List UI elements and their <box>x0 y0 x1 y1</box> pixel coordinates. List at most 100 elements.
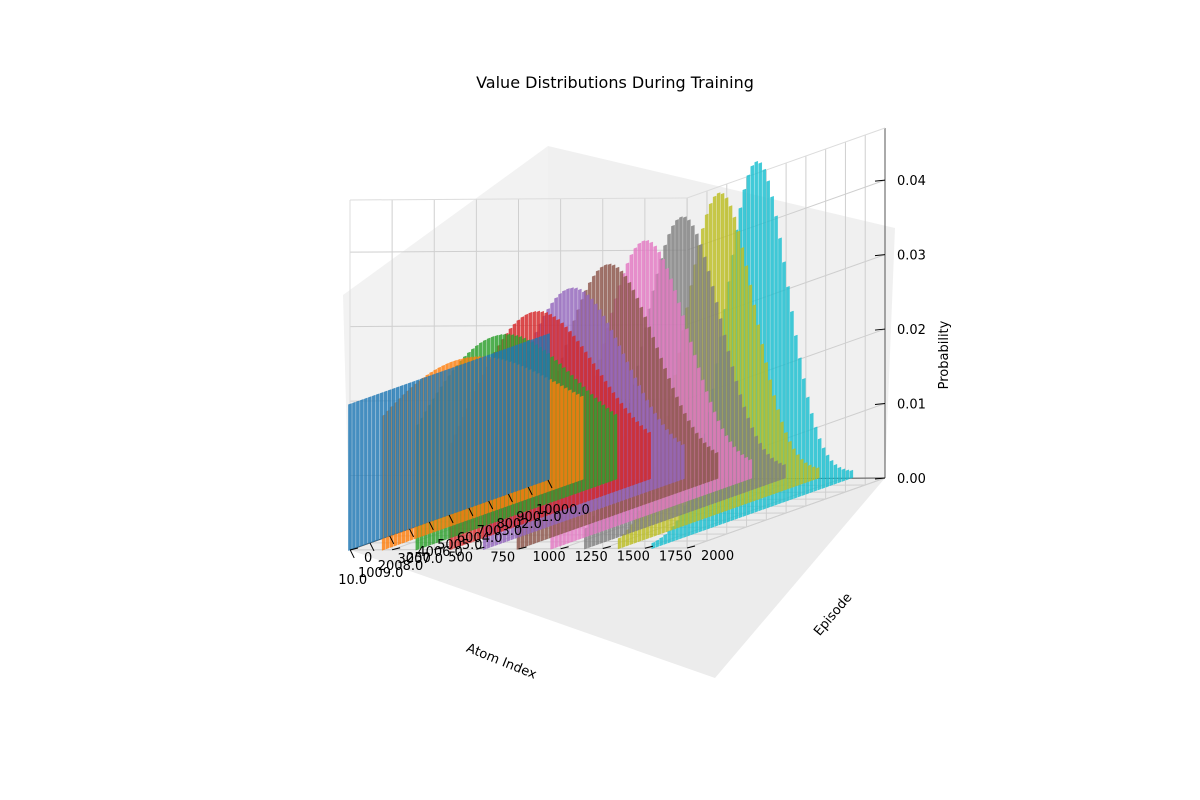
bar <box>647 431 651 481</box>
y-tick-label: 0 <box>364 551 372 566</box>
bar <box>736 450 741 484</box>
z-tick-mark <box>874 179 886 182</box>
y-tick-mark <box>644 545 653 549</box>
x-tick-label: 7003.0 <box>477 524 523 539</box>
y-tick-label: 1750 <box>659 549 692 564</box>
bar <box>796 454 800 487</box>
x-axis-label: Atom Index <box>464 641 539 683</box>
bar <box>762 448 766 487</box>
bar <box>478 357 483 505</box>
y-tick-label: 750 <box>490 550 515 565</box>
bar <box>732 446 737 486</box>
bar <box>657 418 661 489</box>
bar <box>391 387 396 536</box>
y-axis-label: Episode <box>811 590 855 639</box>
bar <box>467 361 471 509</box>
bar <box>423 376 427 525</box>
bar <box>605 407 610 484</box>
x-tick-mark <box>428 521 434 531</box>
bar <box>518 343 523 491</box>
bar <box>780 421 784 492</box>
grid-line-z-back <box>686 477 886 549</box>
bar <box>463 362 467 511</box>
z-tick-mark <box>874 254 886 257</box>
bar <box>706 446 711 483</box>
bar <box>576 393 580 483</box>
bar <box>556 383 560 490</box>
x-tick-mark <box>547 479 553 489</box>
y-tick-label: 2000 <box>701 549 734 564</box>
bar <box>792 448 796 488</box>
bar <box>526 340 530 488</box>
bar <box>560 385 564 488</box>
x-tick-label: 5005.0 <box>437 538 483 553</box>
bar <box>758 442 762 488</box>
bar <box>399 385 404 533</box>
bar <box>623 407 628 489</box>
bar <box>407 382 412 530</box>
bar <box>435 372 439 521</box>
bar <box>474 358 479 507</box>
bar <box>383 390 388 539</box>
bar <box>710 449 715 482</box>
bar <box>534 337 538 486</box>
bar <box>538 336 542 484</box>
x-tick-label: 1009.0 <box>358 566 404 581</box>
x-tick-label: 2008.0 <box>378 559 424 574</box>
bar <box>663 533 667 545</box>
bar <box>778 462 782 481</box>
bar <box>372 394 376 543</box>
bar <box>841 468 846 482</box>
bar <box>593 397 598 488</box>
bar <box>498 350 503 498</box>
pane-edge-top <box>349 197 688 201</box>
x-tick-mark <box>507 493 513 503</box>
x-tick-mark <box>468 507 474 517</box>
y-tick-mark <box>392 547 401 551</box>
axis-ticks: 10.01009.02008.03007.04006.05005.06004.0… <box>338 174 926 588</box>
y-tick-mark <box>686 545 696 549</box>
y-tick-mark <box>476 546 485 550</box>
bar <box>803 462 808 484</box>
pane-edge-top-back <box>686 127 886 199</box>
bar <box>609 410 614 482</box>
bar <box>635 421 639 485</box>
bar <box>447 368 451 516</box>
bar <box>691 426 695 489</box>
bar <box>514 344 519 493</box>
bar <box>471 359 475 508</box>
bar <box>845 469 850 481</box>
bar <box>667 530 671 544</box>
bar <box>427 375 431 523</box>
z-tick-mark <box>874 328 886 331</box>
bar <box>375 393 380 542</box>
bar <box>572 391 576 484</box>
bars-layer <box>348 160 854 551</box>
bar <box>486 354 491 502</box>
z-axis-label: Probability <box>937 320 952 389</box>
bar <box>419 378 424 526</box>
bar <box>714 452 719 480</box>
bar <box>546 333 550 481</box>
bar <box>782 464 786 480</box>
y-tick-mark <box>434 547 443 550</box>
bar <box>837 466 842 484</box>
bar <box>360 399 364 547</box>
y-tick-mark <box>349 547 359 551</box>
z-tick-label: 0.01 <box>897 398 926 413</box>
bar <box>720 428 725 490</box>
bar <box>387 389 392 537</box>
z-tick-label: 0.02 <box>897 323 926 338</box>
bar <box>510 345 515 494</box>
bar <box>774 460 778 483</box>
x-tick-mark <box>488 500 494 510</box>
bar <box>813 426 818 492</box>
bar <box>687 420 691 490</box>
bar <box>754 435 758 490</box>
bar <box>702 442 707 485</box>
bar <box>659 537 663 547</box>
bar <box>364 397 368 546</box>
bar <box>653 412 657 490</box>
bar <box>750 427 754 491</box>
bar <box>770 457 774 484</box>
